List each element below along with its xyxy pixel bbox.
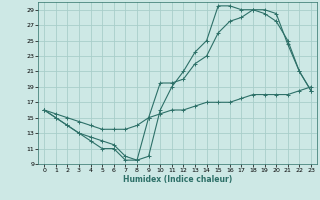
X-axis label: Humidex (Indice chaleur): Humidex (Indice chaleur) [123, 175, 232, 184]
